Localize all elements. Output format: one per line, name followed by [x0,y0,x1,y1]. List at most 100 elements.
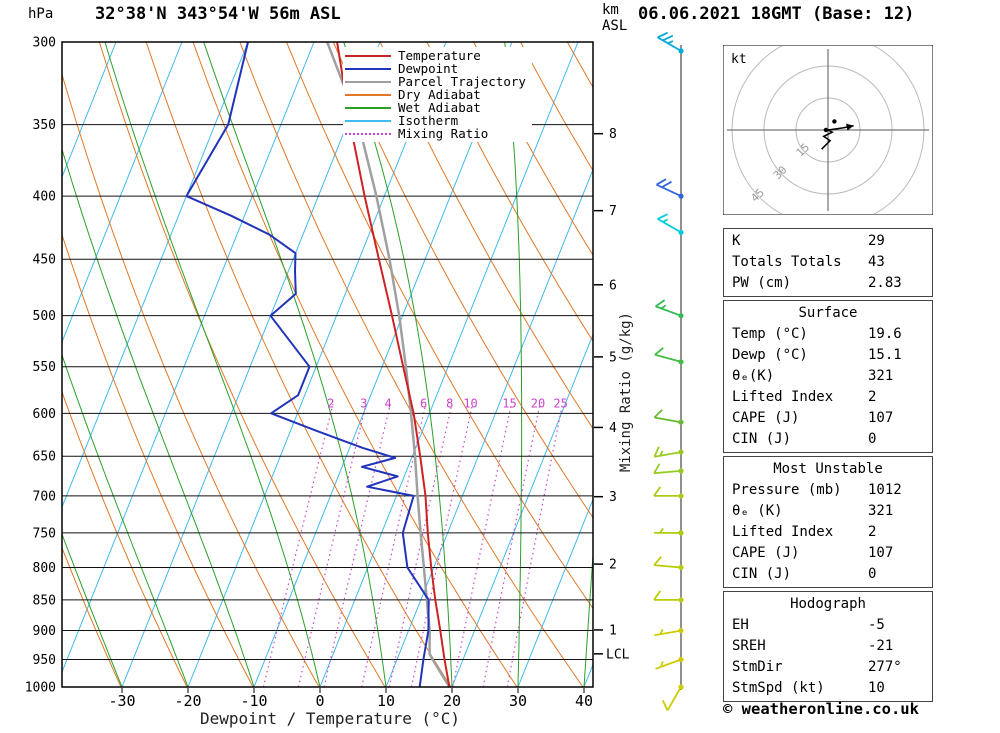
table-header: Hodograph [790,596,866,612]
table-row: SREH -21 [724,636,932,657]
km-tick-label: 7 [609,204,617,219]
wind-barb [654,347,684,365]
legend-label: Parcel Trajectory [398,74,526,89]
legend-label: Mixing Ratio [398,126,489,141]
dewpoint-curve [185,42,430,687]
mixing-ratio-value-label: 4 [385,396,392,410]
temp-tick-label: 40 [575,692,593,710]
wind-barb [653,590,684,603]
legend-swatch [345,106,391,109]
lcl-marker: LCL [594,647,630,662]
table-row: CAPE (J) 107 [724,543,932,564]
legend-swatch [345,132,391,135]
storm-motion-arrowhead [846,123,854,131]
mixing-ratio-value-label: 15 [502,396,516,410]
table-row: K 29 [724,231,932,252]
table-row-label: θₑ(K) [732,368,775,384]
pressure-tick-label: 1000 [25,681,56,696]
wind-barb [657,31,684,54]
legend-label: Wet Adiabat [398,100,481,115]
legend: Temperature Dewpoint Parcel Trajectory Dry … [343,47,532,142]
table-header: Surface [798,305,858,321]
legend-item: Mixing Ratio [345,126,526,141]
table-row: CIN (J) 0 [724,564,932,585]
mixing-ratio-value-label: 2 [327,396,334,410]
pressure-tick-label: 550 [33,360,56,375]
table-row: Totals Totals 43 [724,252,932,273]
mixing-ratio-value-labels: 2 3 4 6 8 10 15 20 25 [327,396,568,410]
table-row-label: Lifted Index [732,389,834,405]
temp-tick-label: -20 [174,692,201,710]
asl-label: ASL [602,18,628,34]
table-row-value: 10 [868,680,885,696]
mixing-ratio-lines [262,404,563,687]
table-row-value: 321 [868,368,894,384]
pressure-tick-label: 700 [33,489,56,504]
temp-tick-label: 30 [509,692,527,710]
km-tick-label: 4 [609,421,617,436]
pressure-tick-label: 950 [33,653,56,668]
wind-barb [653,446,684,458]
table-row-label: CAPE (J) [732,410,800,426]
wind-barb [653,409,684,425]
table-row-label: CIN (J) [732,431,792,447]
table-row-label: Pressure (mb) [732,482,842,498]
temp-tick-label: -30 [108,692,135,710]
table-header: Most Unstable [773,461,883,477]
wind-barb [653,463,684,475]
table-row: StmDir 277° [724,657,932,678]
km-tick-labels: 1 2 3 4 5 6 7 8 [594,127,617,638]
table-row: CAPE (J) 107 [724,408,932,429]
legend-swatch [345,80,391,83]
mixing-ratio-value-label: 25 [553,396,567,410]
mixing-ratio-axis-label: Mixing Ratio (g/kg) [618,312,634,473]
indices-tables: K 29 Totals Totals 43 PW (cm) 2.83 Surface Temp… [723,228,933,705]
table-row-value: 29 [868,233,885,249]
table-row-value: 107 [868,545,894,561]
temp-tick-label: -10 [240,692,267,710]
mixing-ratio-value-label: 20 [531,396,545,410]
wind-barb [661,684,684,711]
legend-item: Wet Adiabat [345,100,526,115]
mixing-ratio-value-label: 6 [420,396,427,410]
legend-item: Isotherm [345,113,526,128]
temp-tick-label: 0 [315,692,324,710]
table-row-label: SREH [732,638,766,654]
legend-swatch [345,67,391,70]
km-tick-label: 5 [609,350,617,365]
legend-label: Isotherm [398,113,459,128]
plot-frame [61,41,594,688]
km-tick-label: 2 [609,558,617,573]
temp-tick-labels: -30 -20 -10 0 10 20 30 40 [108,688,593,710]
pressure-tick-label: 750 [33,526,56,541]
wind-barb [653,486,684,499]
table-row-label: CAPE (J) [732,545,800,561]
table-row-value: 43 [868,254,885,270]
page-title: 32°38'N 343°54'W 56m ASL [95,4,341,24]
table-hodograph: Hodograph EH -5 SREH -21 StmDir 277° StmSpd (kt… [723,591,933,702]
pressure-tick-label: 350 [33,118,56,133]
legend-swatch [345,54,391,57]
wind-barb [653,556,684,571]
wind-barb [654,627,684,637]
table-row-value: 1012 [868,482,902,498]
table-row: CIN (J) 0 [724,429,932,450]
table-row: θₑ (K) 321 [724,501,932,522]
wind-barb [655,299,684,319]
table-row-label: Dewp (°C) [732,347,808,363]
temp-tick-label: 10 [377,692,395,710]
table-row-label: StmSpd (kt) [732,680,825,696]
pressure-tick-label: 300 [33,36,56,51]
table-row-value: 0 [868,566,877,582]
wind-barb [654,527,684,536]
temp-tick-label: 20 [443,692,461,710]
table-row-value: 15.1 [868,347,902,363]
table-row: PW (cm) 2.83 [724,273,932,294]
pressure-tick-label: 600 [33,407,56,422]
pressure-tick-labels: 300 350 400 450 500 550 600 650 700 750 800 850 900 9… [25,36,56,696]
km-asl-axis-unit: km ASL [602,2,627,34]
table-row-value: 19.6 [868,326,902,342]
table-row-label: CIN (J) [732,566,792,582]
pressure-tick-label: 900 [33,624,56,639]
